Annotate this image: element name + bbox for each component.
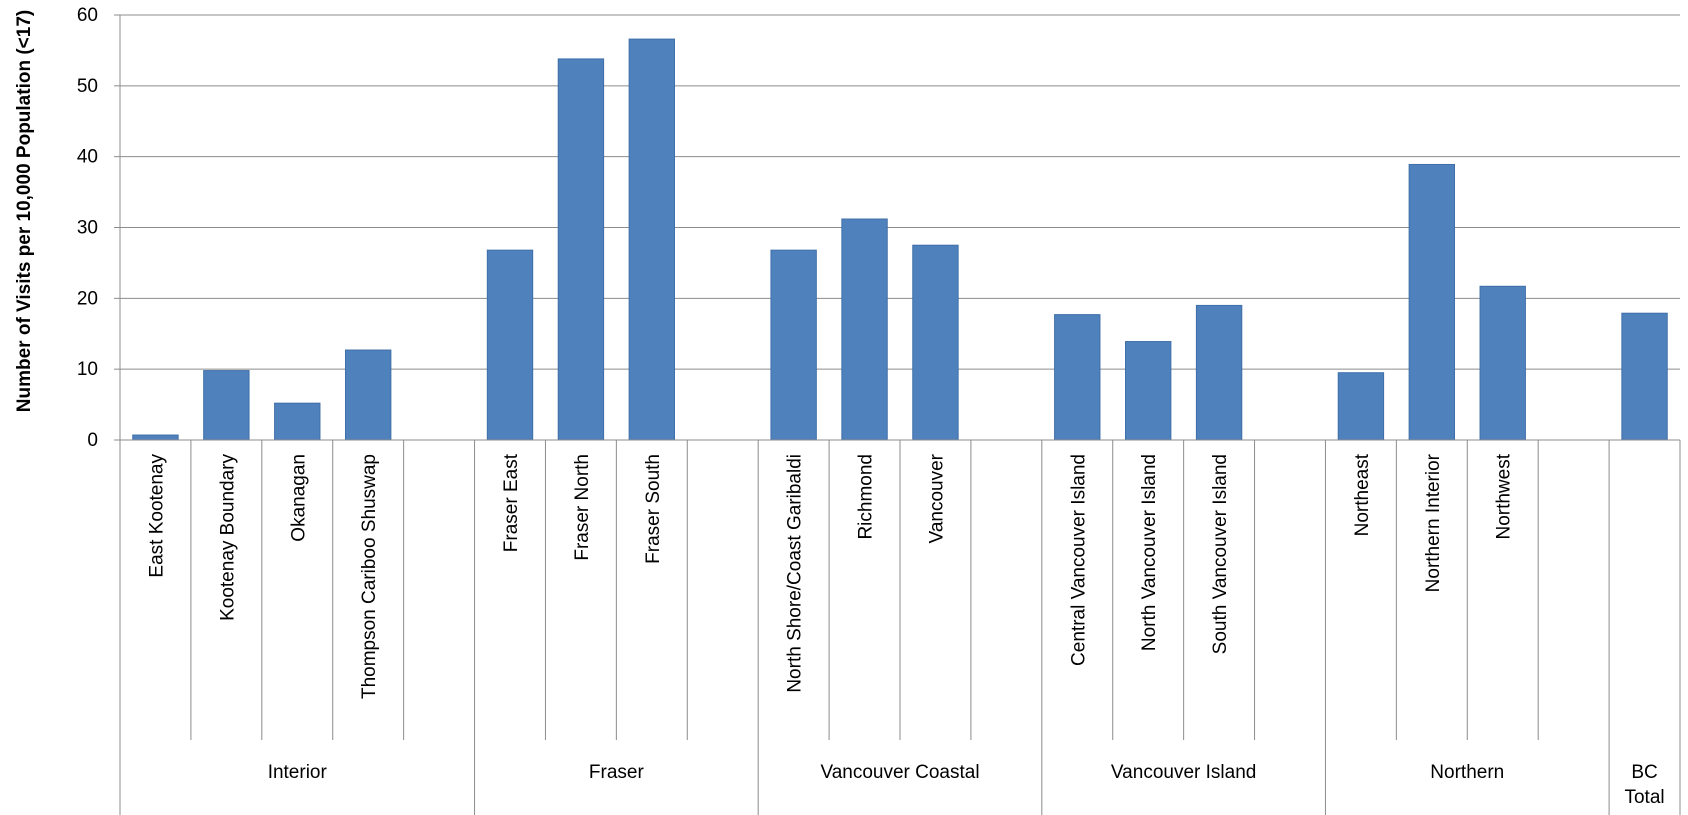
bars (132, 38, 1668, 441)
category-label: Northeast (1352, 453, 1373, 536)
bar (1479, 285, 1526, 441)
group-label-line: Interior (268, 762, 328, 783)
category-label: North Shore/Coast Garibaldi (785, 454, 806, 693)
y-tick-labels: 0 10 20 30 40 50 60 (77, 5, 98, 451)
category-label: South Vancouver Island (1210, 454, 1231, 654)
y-tick-label: 10 (77, 359, 98, 380)
y-axis-title: Number of Visits per 10,000 Population (… (14, 10, 35, 412)
y-tick-label: 60 (77, 5, 98, 26)
bar (132, 434, 179, 441)
group-label: Vancouver Coastal (820, 762, 979, 783)
group-label-line: Total (1624, 787, 1664, 808)
category-label: Central Vancouver Island (1068, 454, 1089, 666)
bar (1195, 304, 1243, 441)
bar (557, 58, 605, 441)
bar (628, 38, 676, 441)
bar (1054, 314, 1101, 441)
y-tick-label: 20 (77, 288, 98, 309)
y-tick-label: 30 (77, 218, 98, 239)
bar (203, 370, 250, 441)
group-label: BC Total (1624, 762, 1664, 808)
bar (274, 402, 321, 441)
group-label-line: Fraser (589, 762, 645, 783)
category-label: East Kootenay (146, 454, 167, 578)
bar (1408, 163, 1456, 441)
axes (114, 14, 1681, 815)
group-label-line: BC (1631, 762, 1657, 783)
y-tick-label: 40 (77, 147, 98, 168)
group-label: Fraser (589, 762, 645, 783)
group-label: Northern (1430, 762, 1504, 783)
bar (486, 249, 534, 441)
category-labels: East Kootenay Kootenay Boundary Okanagan Th… (146, 453, 1514, 699)
group-labels: Interior Fraser Vancouver Coastal Vancouver… (268, 762, 1665, 808)
y-tick-label: 50 (77, 76, 98, 97)
bar (841, 218, 888, 441)
category-label: Northern Interior (1423, 453, 1444, 592)
bar (912, 244, 959, 441)
bar (344, 349, 392, 441)
group-label-line: Vancouver Coastal (820, 762, 979, 783)
group-label: Interior (268, 762, 328, 783)
y-tick-label: 0 (87, 430, 98, 451)
bar (1337, 372, 1385, 441)
category-label: Northwest (1494, 453, 1515, 539)
category-label: Fraser East (501, 453, 522, 552)
group-label-line: Northern (1430, 762, 1504, 783)
category-label: Fraser South (643, 454, 664, 564)
bar (1621, 312, 1668, 441)
bar (1124, 341, 1172, 441)
group-label-line: Vancouver Island (1111, 762, 1256, 783)
category-label: Richmond (856, 454, 877, 540)
group-label: Vancouver Island (1111, 762, 1256, 783)
category-label: Fraser North (572, 454, 593, 561)
category-label: Vancouver (926, 453, 947, 543)
bar (770, 249, 817, 441)
category-label: Kootenay Boundary (217, 454, 238, 621)
category-label: Thompson Cariboo Shuswap (359, 454, 380, 699)
category-label: North Vancouver Island (1139, 454, 1160, 651)
category-label: Okanagan (288, 454, 309, 542)
